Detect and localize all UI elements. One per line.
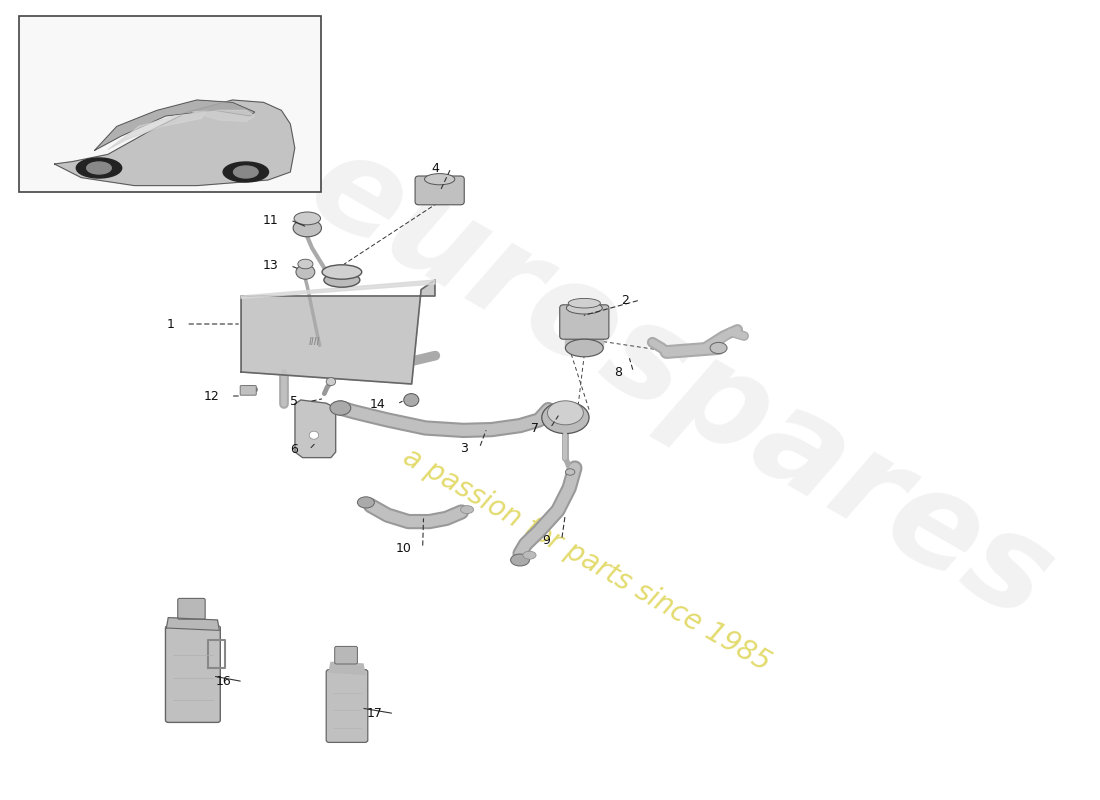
FancyBboxPatch shape: [178, 598, 206, 619]
Text: 16: 16: [216, 675, 232, 688]
Ellipse shape: [223, 162, 268, 182]
Text: a passion for parts since 1985: a passion for parts since 1985: [397, 443, 774, 677]
Polygon shape: [241, 280, 434, 298]
Text: 1: 1: [167, 318, 175, 330]
Text: 14: 14: [370, 398, 386, 410]
Text: IIII: IIII: [309, 337, 320, 346]
Polygon shape: [329, 662, 365, 674]
Polygon shape: [108, 112, 206, 150]
Polygon shape: [295, 400, 336, 458]
FancyBboxPatch shape: [415, 176, 464, 205]
Text: 10: 10: [395, 542, 411, 554]
Polygon shape: [192, 110, 255, 122]
Ellipse shape: [330, 401, 351, 415]
Ellipse shape: [566, 302, 603, 314]
Ellipse shape: [565, 339, 603, 357]
Text: 13: 13: [263, 259, 279, 272]
Ellipse shape: [565, 469, 575, 475]
Ellipse shape: [296, 265, 315, 279]
Ellipse shape: [76, 158, 122, 178]
Text: 7: 7: [531, 422, 539, 434]
Ellipse shape: [569, 298, 601, 308]
Ellipse shape: [522, 551, 536, 559]
Polygon shape: [241, 280, 434, 384]
Text: 17: 17: [367, 707, 383, 720]
Ellipse shape: [425, 174, 454, 185]
Text: 9: 9: [542, 534, 550, 546]
Text: 6: 6: [290, 443, 298, 456]
Text: 2: 2: [620, 294, 629, 306]
Polygon shape: [55, 100, 295, 186]
FancyBboxPatch shape: [327, 670, 367, 742]
Ellipse shape: [711, 342, 727, 354]
Ellipse shape: [542, 402, 588, 434]
Ellipse shape: [294, 212, 320, 225]
Text: eurospares: eurospares: [287, 120, 1074, 648]
Ellipse shape: [323, 273, 360, 287]
FancyBboxPatch shape: [334, 646, 358, 664]
Text: 12: 12: [204, 390, 219, 402]
Ellipse shape: [87, 162, 111, 174]
Polygon shape: [565, 336, 603, 348]
FancyBboxPatch shape: [560, 305, 609, 339]
FancyBboxPatch shape: [240, 386, 256, 395]
Ellipse shape: [233, 166, 258, 178]
Ellipse shape: [309, 431, 319, 439]
Text: 5: 5: [289, 395, 298, 408]
Ellipse shape: [548, 401, 583, 425]
Circle shape: [404, 394, 419, 406]
Ellipse shape: [358, 497, 374, 508]
Ellipse shape: [510, 554, 529, 566]
FancyBboxPatch shape: [165, 626, 220, 722]
Text: 3: 3: [460, 442, 467, 454]
Ellipse shape: [327, 378, 336, 386]
Ellipse shape: [322, 265, 362, 279]
Text: 11: 11: [263, 214, 279, 226]
Text: 8: 8: [614, 366, 623, 378]
Ellipse shape: [293, 219, 321, 237]
Ellipse shape: [461, 506, 474, 514]
Polygon shape: [95, 100, 255, 150]
Text: 4: 4: [432, 162, 440, 174]
Ellipse shape: [298, 259, 314, 269]
Polygon shape: [166, 618, 219, 630]
FancyBboxPatch shape: [19, 16, 321, 192]
